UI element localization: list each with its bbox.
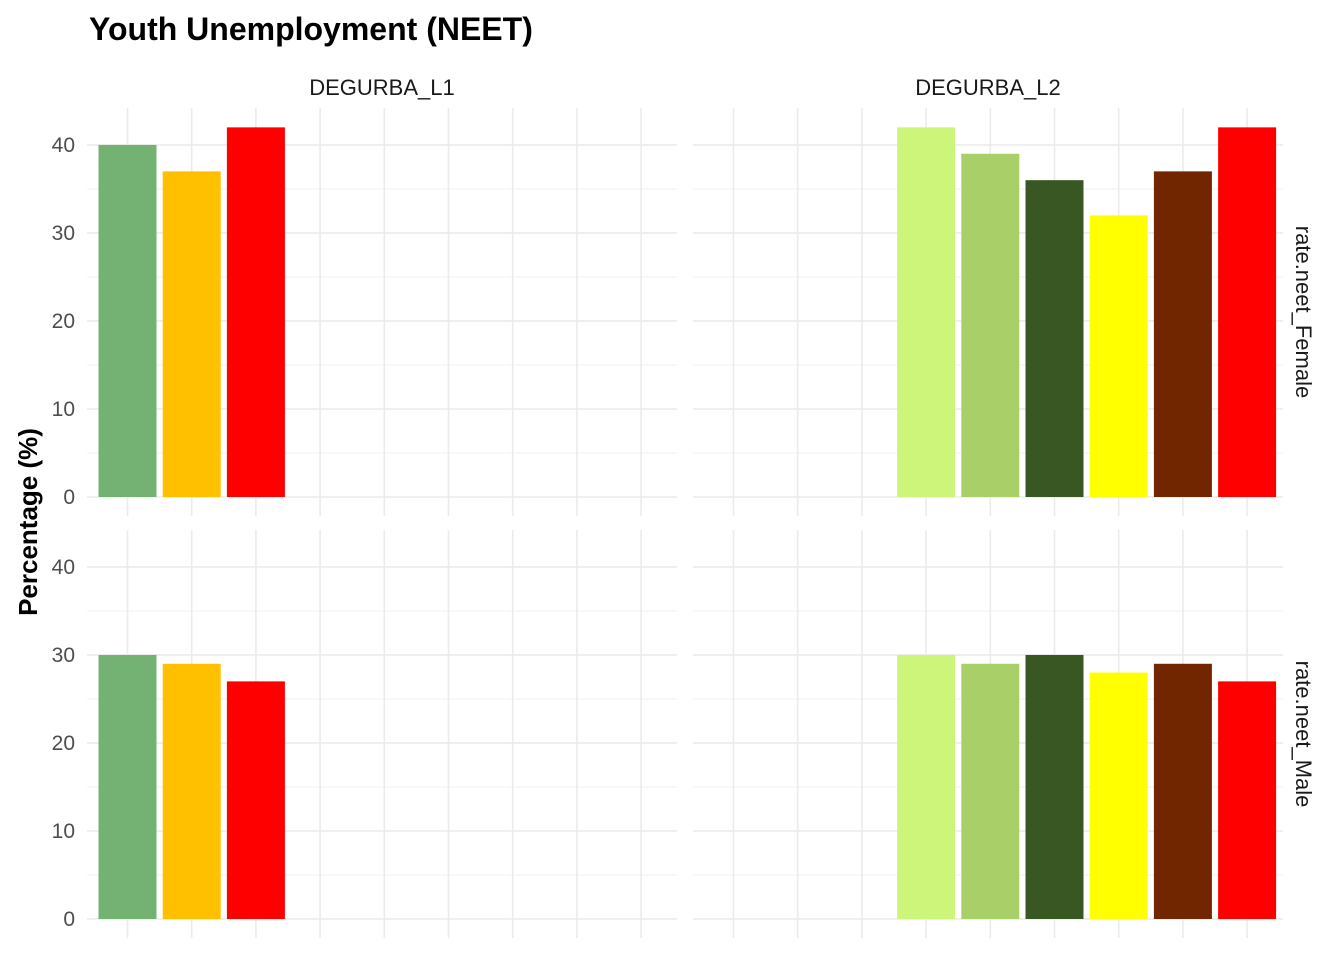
row-strip-male: rate.neet_Male	[1291, 661, 1316, 808]
facet-panels: 0 10 20 30 40 0 10 20 30 40	[52, 108, 1283, 938]
bar	[1153, 663, 1212, 919]
bar	[226, 681, 285, 919]
y-tick-label: 30	[52, 222, 75, 245]
bar	[961, 663, 1020, 919]
bar	[1025, 654, 1084, 919]
y-tick-label: 40	[52, 556, 75, 579]
bar	[162, 663, 221, 919]
bar	[98, 654, 157, 919]
bar	[162, 171, 221, 497]
y-tick-label: 10	[52, 398, 75, 421]
facet-panel: 0 10 20 30 40	[52, 108, 677, 516]
bar	[226, 127, 285, 497]
y-tick-label: 20	[52, 732, 75, 755]
bar	[1089, 672, 1148, 919]
facet-panel	[693, 108, 1283, 516]
bar	[1153, 171, 1212, 497]
bar	[98, 144, 157, 497]
y-tick-label: 0	[63, 908, 75, 931]
y-tick-label: 40	[52, 134, 75, 157]
bar	[1218, 127, 1277, 497]
bar	[1089, 215, 1148, 498]
y-tick-label: 10	[52, 820, 75, 843]
y-tick-label: 30	[52, 644, 75, 667]
row-strip-female: rate.neet_Female	[1291, 226, 1316, 398]
bar	[1025, 180, 1084, 497]
bar	[897, 654, 956, 919]
bar	[961, 153, 1020, 497]
y-tick-label: 0	[63, 486, 75, 509]
facet-panel	[693, 530, 1283, 938]
y-tick-label: 20	[52, 310, 75, 333]
y-axis-label: Percentage (%)	[13, 428, 43, 616]
chart-title: Youth Unemployment (NEET)	[89, 11, 533, 47]
column-strip-degurba-l2: DEGURBA_L2	[915, 75, 1061, 100]
bar	[897, 127, 956, 497]
bar	[1218, 681, 1277, 919]
facet-panel: 0 10 20 30 40	[52, 530, 677, 938]
column-strip-degurba-l1: DEGURBA_L1	[309, 75, 455, 100]
